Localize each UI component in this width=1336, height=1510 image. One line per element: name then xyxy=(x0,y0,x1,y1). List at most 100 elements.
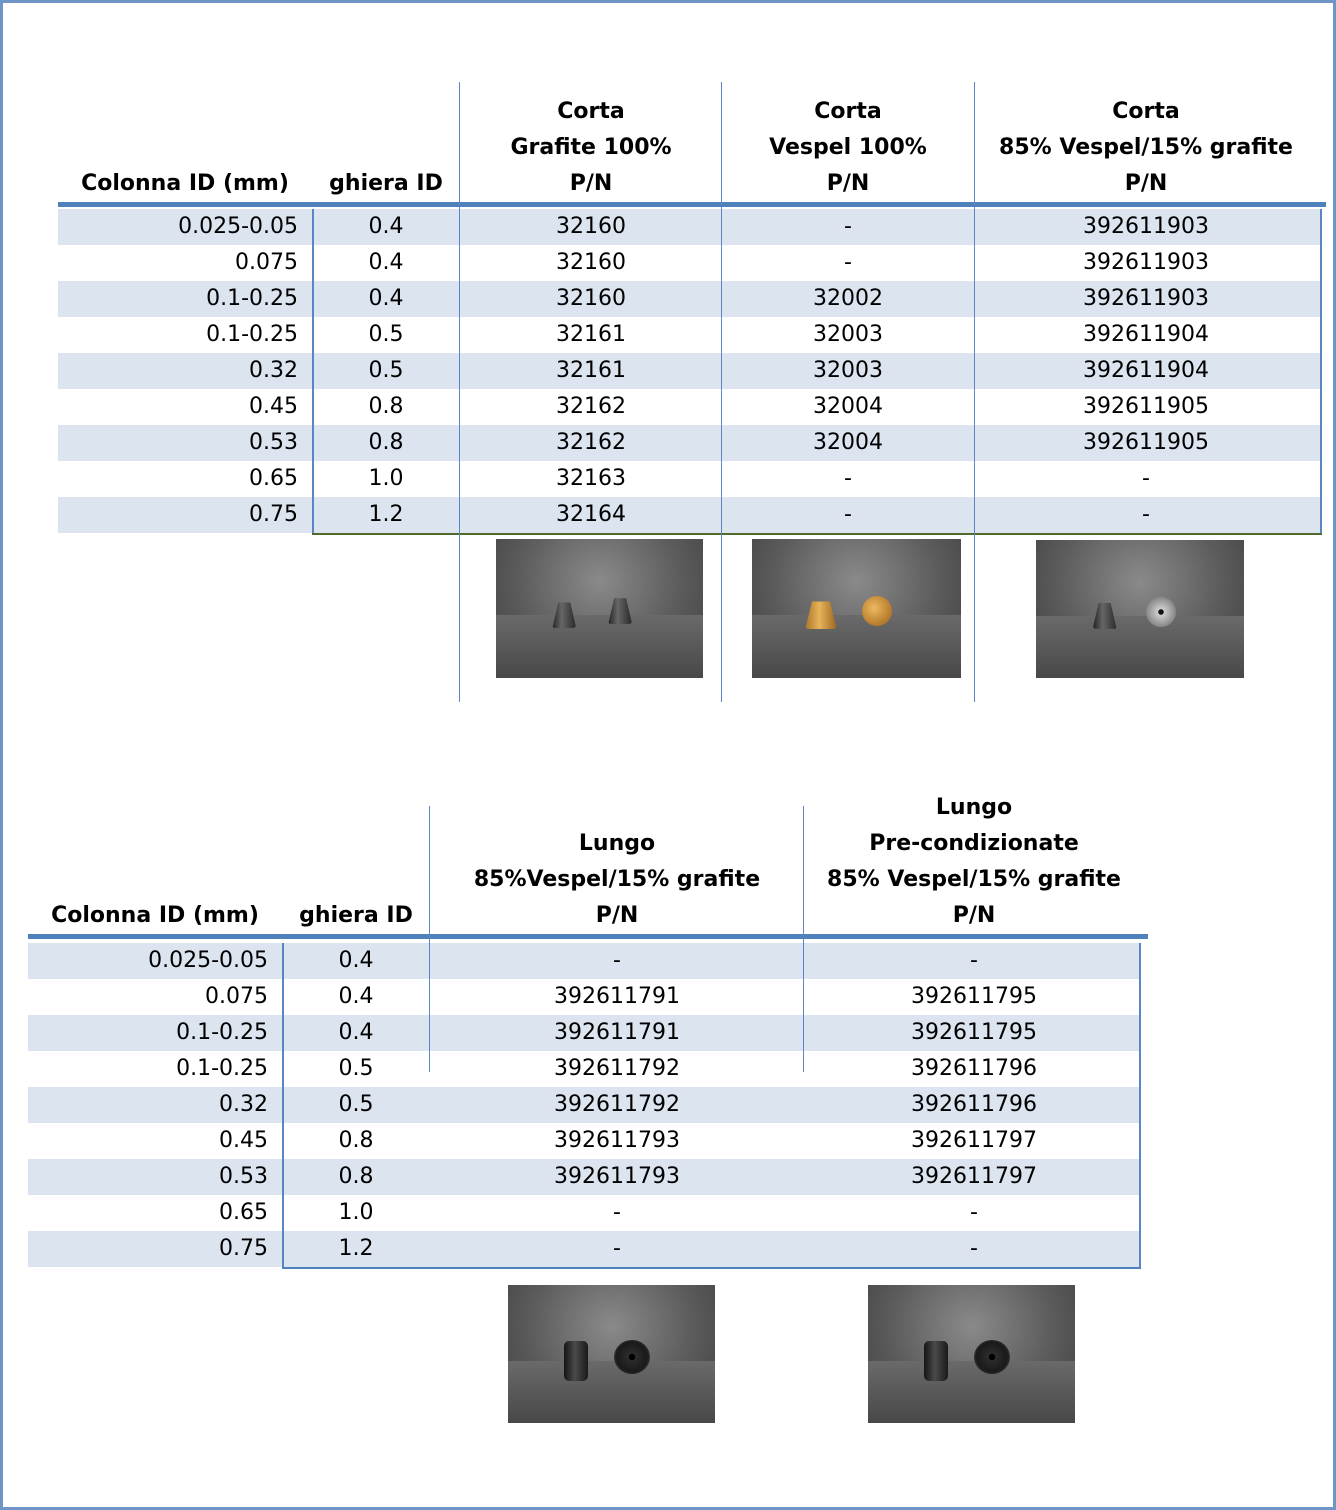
table1-cell: 1.2 xyxy=(368,502,404,527)
photo-floor xyxy=(752,615,961,678)
table2-cell: 392611793 xyxy=(554,1128,680,1153)
table2-cell: 392611796 xyxy=(911,1092,1037,1117)
table1-body-right-border xyxy=(1320,209,1322,533)
table1-header-col-3: Corta Vespel 100% P/N xyxy=(724,94,972,202)
table2-cell: 0.65 xyxy=(219,1200,268,1225)
table1-cell: 0.4 xyxy=(368,286,404,311)
header-line: Vespel 100% xyxy=(769,135,927,160)
header-line: Colonna ID (mm) xyxy=(81,171,289,196)
table2-cell: 0.1-0.25 xyxy=(176,1020,268,1045)
table2-cell: 0.075 xyxy=(205,984,268,1009)
table2-body-right-border xyxy=(1139,943,1141,1267)
table1-cell: - xyxy=(1142,466,1150,491)
table1-cell: 392611903 xyxy=(1083,286,1209,311)
table1-cell: 32002 xyxy=(813,286,883,311)
table1-cell: 0.1-0.25 xyxy=(206,286,298,311)
table2-cell: - xyxy=(970,1236,978,1261)
table2-row-shade xyxy=(28,943,1139,979)
header-line: P/N xyxy=(952,903,996,928)
cyl-ferrule-shape xyxy=(924,1340,949,1381)
photo-floor xyxy=(868,1360,1075,1423)
table2-cell: - xyxy=(613,1236,621,1261)
table1-cell: 0.8 xyxy=(368,394,404,419)
table1-cell: 32164 xyxy=(556,502,626,527)
header-line: Pre-condizionate xyxy=(869,831,1079,856)
table2-cell: 0.53 xyxy=(219,1164,268,1189)
header-line: Grafite 100% xyxy=(510,135,672,160)
table1-body-bottom-border xyxy=(312,533,1322,535)
table2-cell: 0.4 xyxy=(338,984,374,1009)
table1-cell: 32162 xyxy=(556,394,626,419)
table1-cell: 0.65 xyxy=(249,466,298,491)
table1-header-col-4: Corta 85% Vespel/15% grafite P/N xyxy=(976,94,1316,202)
table1-row-shade xyxy=(58,353,1320,389)
table2-cell: 392611796 xyxy=(911,1056,1037,1081)
table2-column-divider xyxy=(429,806,430,1072)
table1-header-col-1: ghiera ID xyxy=(316,166,456,202)
header-line: 85% Vespel/15% grafite xyxy=(827,867,1121,892)
header-line: Lungo xyxy=(578,831,656,856)
table1-cell: 32004 xyxy=(813,430,883,455)
table2-cell: 1.0 xyxy=(338,1200,374,1225)
table2-cell: 0.4 xyxy=(338,1020,374,1045)
table1-cell: - xyxy=(844,250,852,275)
ball-ferrule-shape xyxy=(862,596,893,627)
table1-row-shade xyxy=(58,281,1320,317)
table2-cell: 0.32 xyxy=(219,1092,268,1117)
cone-ferrule-shape xyxy=(552,602,577,629)
table1-cell: - xyxy=(1142,502,1150,527)
table2-cell: - xyxy=(613,1200,621,1225)
table1-cell: 0.32 xyxy=(249,358,298,383)
table2-body-left-border xyxy=(282,943,284,1267)
table2-cell: 1.2 xyxy=(338,1236,374,1261)
vespel-ferrule-photo xyxy=(752,539,961,678)
header-line: Corta xyxy=(557,99,625,124)
table1-cell: 0.5 xyxy=(368,322,404,347)
table2-cell: 392611797 xyxy=(911,1128,1037,1153)
table2-cell: 392611795 xyxy=(911,984,1037,1009)
table1-row-shade xyxy=(58,497,1320,533)
table2-cell: 0.75 xyxy=(219,1236,268,1261)
conegold-ferrule-shape xyxy=(804,601,837,630)
table1-cell: 32003 xyxy=(813,358,883,383)
header-line: P/N xyxy=(595,903,639,928)
table2-header-col-2: Lungo 85%Vespel/15% grafite P/N xyxy=(432,826,802,934)
table1-cell: 0.4 xyxy=(368,214,404,239)
graphite-ferrule-photo xyxy=(496,539,703,678)
table1-cell: 32160 xyxy=(556,286,626,311)
table2-cell: 0.8 xyxy=(338,1164,374,1189)
table2-cell: 392611795 xyxy=(911,1020,1037,1045)
cylend-ferrule-shape xyxy=(974,1339,1011,1374)
table2-header-col-1: ghiera ID xyxy=(286,898,426,934)
table1-cell: 32161 xyxy=(556,322,626,347)
table2-cell: 0.5 xyxy=(338,1056,374,1081)
table1-cell: 1.0 xyxy=(368,466,404,491)
photo-floor xyxy=(1036,615,1244,678)
table1-cell: 392611905 xyxy=(1083,430,1209,455)
vespel-graphite-ferrule-photo xyxy=(1036,540,1244,678)
table2-row-shade xyxy=(28,1159,1139,1195)
table1-body-left-border xyxy=(312,209,314,533)
table1-cell: 392611905 xyxy=(1083,394,1209,419)
table2-header-col-3: Lungo Pre-condizionate 85% Vespel/15% graf… xyxy=(806,790,1142,934)
table1-cell: 0.1-0.25 xyxy=(206,322,298,347)
header-line: Corta xyxy=(1112,99,1180,124)
table2-header-rule xyxy=(28,934,1148,939)
table1-header-rule xyxy=(58,202,1326,207)
table1-cell: 392611904 xyxy=(1083,322,1209,347)
header-line: P/N xyxy=(826,171,870,196)
table1-cell: 0.8 xyxy=(368,430,404,455)
table1-row-shade xyxy=(58,209,1320,245)
table2-column-divider xyxy=(803,806,804,1072)
long-ferrule-photo xyxy=(508,1285,715,1423)
table2-header-col-0: Colonna ID (mm) xyxy=(30,898,280,934)
table1-cell: 32162 xyxy=(556,430,626,455)
header-line: P/N xyxy=(569,171,613,196)
table1-cell: 32004 xyxy=(813,394,883,419)
table1-cell: - xyxy=(844,214,852,239)
table1-cell: 392611903 xyxy=(1083,214,1209,239)
table2-cell: 0.5 xyxy=(338,1092,374,1117)
header-line: ghiera ID xyxy=(329,171,443,196)
cylend-ferrule-shape xyxy=(614,1339,651,1374)
table1-cell: 0.5 xyxy=(368,358,404,383)
